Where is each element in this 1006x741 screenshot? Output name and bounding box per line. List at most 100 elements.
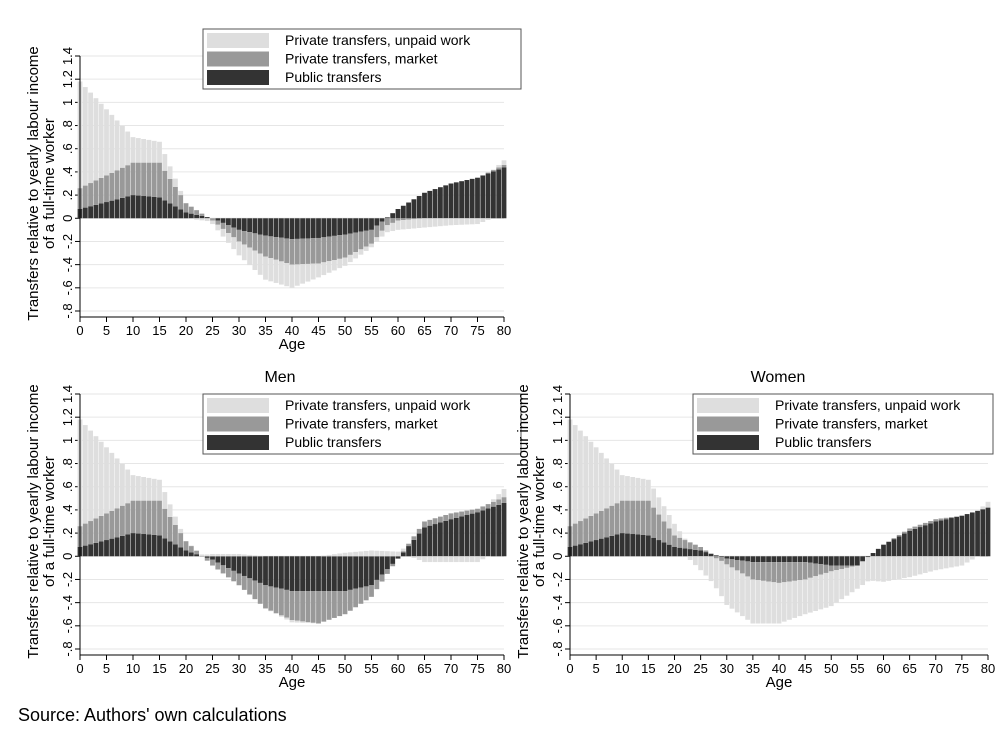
bar-private-transfers-unpaid-work-age-61	[400, 548, 406, 552]
bar-public-transfers-age-24	[204, 217, 210, 219]
bar-public-transfers-age-10	[130, 195, 136, 219]
bar-private-transfers-market-age-14	[151, 162, 157, 197]
bar-public-transfers-age-16	[162, 538, 168, 557]
bar-public-transfers-age-1	[82, 545, 88, 557]
bar-public-transfers-age-35	[263, 556, 268, 586]
bar-private-transfers-market-age-37	[760, 562, 766, 581]
y-tick-label: .2	[550, 528, 565, 539]
bar-private-transfers-market-age-8	[119, 167, 125, 198]
bar-private-transfers-market-age-1	[82, 185, 88, 208]
bar-private-transfers-unpaid-work-age-16	[162, 154, 168, 171]
bar-private-transfers-market-age-33	[252, 580, 258, 600]
bar-public-transfers-age-61	[400, 552, 406, 557]
bar-public-transfers-age-15	[157, 535, 162, 557]
bar-public-transfers-age-71	[453, 517, 459, 557]
bar-private-transfers-unpaid-work-age-62	[891, 556, 897, 580]
bar-private-transfers-unpaid-work-age-58	[384, 551, 390, 557]
bar-public-transfers-age-8	[119, 535, 125, 557]
bar-public-transfers-age-71	[938, 520, 944, 557]
legend-swatch-private-transfers-market	[207, 51, 269, 67]
bar-public-transfers-age-56	[374, 218, 380, 226]
y-tick-label: .8	[60, 458, 75, 469]
x-axis-label: Age	[279, 336, 306, 353]
bar-private-transfers-market-age-29	[231, 570, 237, 582]
bar-private-transfers-market-age-36	[268, 586, 274, 611]
bar-private-transfers-market-age-9	[614, 503, 620, 535]
bar-private-transfers-market-age-49	[337, 591, 343, 617]
bar-private-transfers-unpaid-work-age-72	[459, 556, 465, 563]
legend-label-public-transfers: Public transfers	[285, 69, 381, 85]
bar-private-transfers-market-age-40	[289, 239, 295, 265]
bar-private-transfers-unpaid-work-age-6	[109, 114, 115, 173]
bar-private-transfers-market-age-25	[210, 218, 215, 221]
bar-private-transfers-unpaid-work-age-67	[432, 218, 438, 227]
bar-public-transfers-age-54	[849, 556, 855, 566]
bar-public-transfers-age-13	[146, 534, 152, 557]
bar-public-transfers-age-49	[337, 218, 343, 236]
bar-public-transfers-age-76	[480, 175, 486, 219]
bar-public-transfers-age-32	[247, 556, 253, 579]
bar-private-transfers-market-age-65	[907, 528, 912, 531]
bar-private-transfers-unpaid-work-age-35	[263, 256, 268, 280]
bar-public-transfers-age-13	[635, 534, 641, 557]
bar-private-transfers-market-age-51	[347, 233, 353, 255]
y-tick-label: 1	[60, 99, 75, 106]
bar-private-transfers-market-age-35	[750, 562, 756, 580]
bar-public-transfers-age-5	[593, 540, 599, 557]
x-tick-label: 25	[205, 661, 219, 676]
x-tick-label: 15	[641, 661, 655, 676]
bar-public-transfers-age-44	[797, 556, 803, 563]
bar-private-transfers-market-age-52	[353, 588, 359, 608]
chart-title: Women	[751, 369, 806, 386]
x-tick-label: 70	[929, 661, 943, 676]
bar-private-transfers-unpaid-work-age-39	[284, 617, 290, 620]
bar-private-transfers-market-age-5	[104, 175, 109, 203]
bar-private-transfers-unpaid-work-age-14	[151, 478, 157, 501]
bar-private-transfers-unpaid-work-age-76	[480, 556, 486, 560]
bar-private-transfers-unpaid-work-age-27	[220, 228, 226, 237]
bar-private-transfers-unpaid-work-age-76	[964, 556, 970, 563]
bar-public-transfers-age-12	[630, 534, 636, 557]
bar-public-transfers-age-60	[881, 544, 886, 557]
bar-public-transfers-age-78	[490, 506, 496, 557]
bar-public-transfers-age-49	[337, 556, 343, 592]
bar-public-transfers-age-51	[834, 556, 839, 566]
bar-public-transfers-age-53	[844, 556, 850, 566]
bar-private-transfers-market-age-27	[220, 565, 226, 574]
bar-private-transfers-market-age-61	[400, 218, 406, 221]
bar-private-transfers-market-age-19	[178, 195, 184, 210]
bar-public-transfers-age-14	[151, 196, 157, 219]
bar-public-transfers-age-64	[902, 533, 907, 557]
bar-private-transfers-unpaid-work-age-24	[693, 556, 698, 566]
x-tick-label: 0	[76, 323, 83, 338]
bar-private-transfers-market-age-31	[241, 231, 247, 245]
bar-public-transfers-age-54	[363, 556, 369, 587]
bar-private-transfers-market-age-28	[225, 225, 231, 234]
bar-private-transfers-market-age-41	[781, 562, 787, 583]
bar-private-transfers-unpaid-work-age-43	[305, 622, 311, 624]
bar-private-transfers-unpaid-work-age-69	[928, 556, 933, 572]
bar-private-transfers-unpaid-work-age-23	[199, 218, 205, 221]
bar-private-transfers-unpaid-work-age-43	[792, 580, 798, 618]
y-axis-label: Transfers relative to yearly labour inco…	[25, 384, 42, 659]
bar-private-transfers-unpaid-work-age-21	[677, 531, 683, 538]
bar-private-transfers-unpaid-work-age-17	[167, 166, 173, 179]
bar-public-transfers-age-33	[252, 556, 258, 581]
bar-private-transfers-unpaid-work-age-40	[289, 264, 295, 288]
bar-private-transfers-market-age-11	[135, 162, 141, 196]
legend-swatch-private-transfers-market	[207, 416, 269, 432]
bar-public-transfers-age-28	[225, 556, 231, 569]
bar-public-transfers-age-5	[104, 202, 109, 219]
bar-public-transfers-age-11	[135, 533, 141, 557]
y-tick-label: 1	[60, 437, 75, 444]
x-axis-label: Age	[279, 674, 306, 691]
bar-private-transfers-unpaid-work-age-28	[225, 233, 231, 243]
bar-private-transfers-unpaid-work-age-15	[157, 141, 162, 163]
bar-private-transfers-unpaid-work-age-15	[157, 479, 162, 501]
bar-private-transfers-unpaid-work-age-47	[326, 554, 332, 557]
bar-public-transfers-age-17	[167, 203, 173, 219]
bar-private-transfers-market-age-10	[130, 500, 136, 534]
bar-public-transfers-age-66	[912, 528, 918, 557]
bar-private-transfers-market-age-67	[432, 518, 438, 525]
bar-private-transfers-market-age-18	[661, 521, 667, 543]
